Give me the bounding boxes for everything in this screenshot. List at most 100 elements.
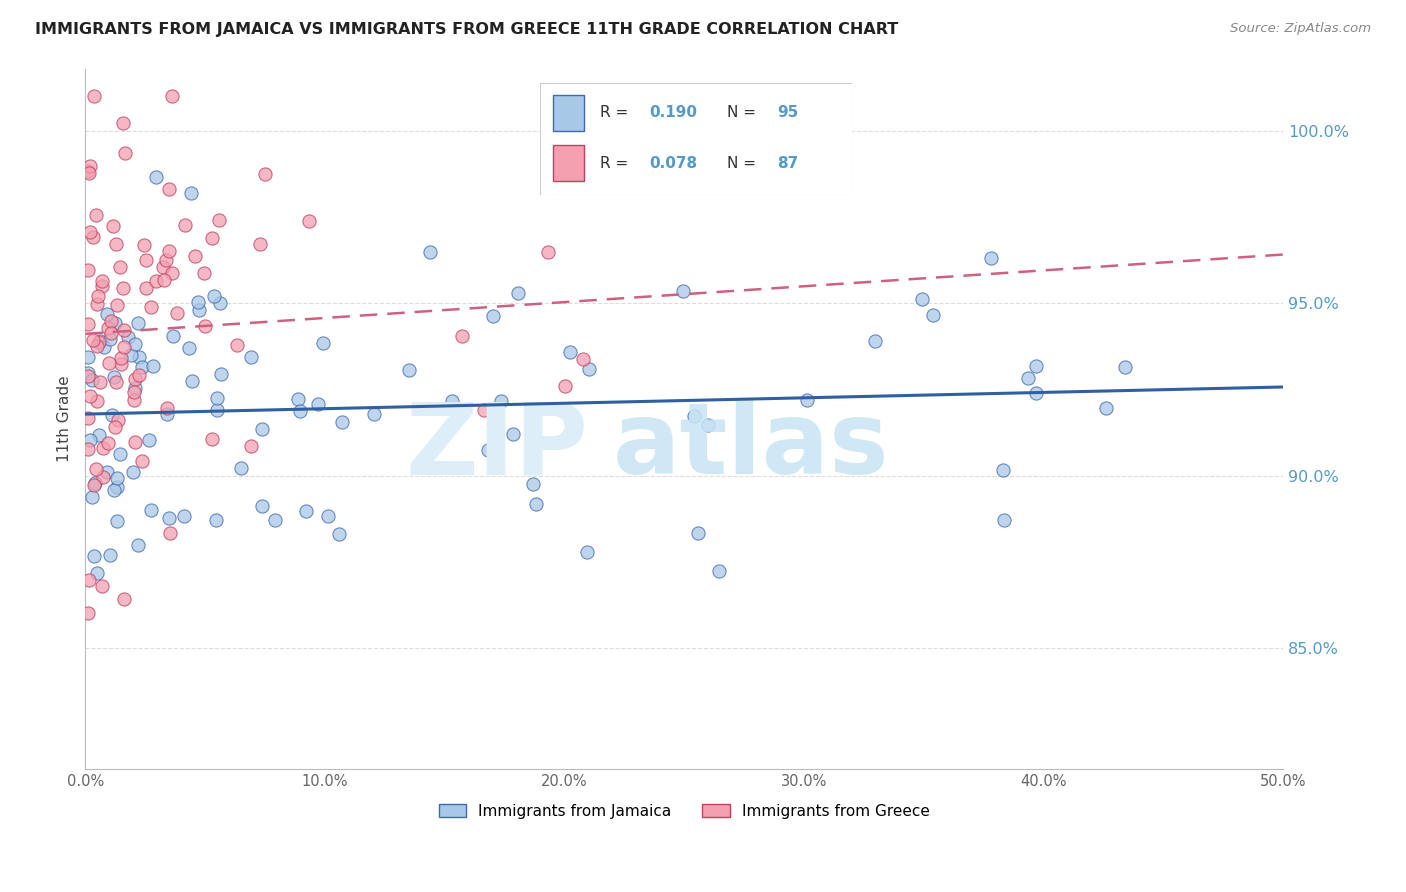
Point: [84, 475, 107, 490]
Point: [477, 443, 499, 458]
Point: [554, 378, 576, 392]
Point: [1114, 360, 1136, 375]
Point: [697, 417, 720, 432]
Point: [76, 606, 98, 620]
Point: [122, 384, 145, 399]
Point: [482, 309, 505, 323]
Point: [97, 436, 120, 450]
Point: [91, 579, 114, 593]
Point: [157, 510, 180, 524]
Point: [141, 300, 163, 314]
Point: [145, 169, 167, 184]
Point: [201, 231, 224, 245]
Point: [162, 89, 184, 103]
Point: [103, 370, 125, 384]
Point: [135, 252, 157, 267]
Point: [120, 348, 142, 362]
Point: [79, 166, 101, 180]
Point: [173, 508, 195, 523]
Point: [536, 244, 558, 259]
Point: [76, 411, 98, 425]
Point: [440, 394, 463, 409]
Point: [108, 447, 131, 461]
Point: [79, 225, 101, 239]
Point: [111, 281, 134, 295]
Point: [98, 332, 121, 346]
Point: [363, 407, 385, 421]
Point: [240, 350, 263, 364]
Point: [89, 334, 111, 349]
Point: [86, 339, 108, 353]
Point: [672, 284, 695, 298]
Point: [110, 351, 132, 365]
Point: [155, 401, 177, 416]
Point: [157, 182, 180, 196]
Point: [77, 366, 100, 380]
Point: [112, 340, 135, 354]
Point: [93, 340, 115, 354]
Point: [131, 360, 153, 375]
Point: [127, 316, 149, 330]
Point: [1025, 386, 1047, 401]
Point: [101, 219, 124, 234]
Point: [398, 362, 420, 376]
Point: [89, 334, 111, 348]
Point: [316, 509, 339, 524]
Point: [419, 244, 441, 259]
Point: [295, 504, 318, 518]
Point: [83, 89, 105, 103]
Point: [87, 288, 110, 302]
Point: [226, 337, 249, 351]
Point: [105, 375, 128, 389]
Point: [77, 573, 100, 587]
Point: [688, 525, 710, 540]
Point: [139, 502, 162, 516]
Point: [114, 146, 136, 161]
Point: [76, 350, 98, 364]
Point: [110, 357, 132, 371]
Point: [100, 326, 122, 340]
Point: [76, 442, 98, 457]
Text: IMMIGRANTS FROM JAMAICA VS IMMIGRANTS FROM GREECE 11TH GRADE CORRELATION CHART: IMMIGRANTS FROM JAMAICA VS IMMIGRANTS FR…: [35, 22, 898, 37]
Point: [76, 317, 98, 331]
Point: [112, 116, 135, 130]
Point: [131, 454, 153, 468]
Point: [252, 422, 274, 436]
Point: [193, 266, 215, 280]
Point: [76, 164, 98, 178]
Point: [132, 238, 155, 252]
Point: [980, 251, 1002, 265]
Point: [83, 478, 105, 492]
Point: [83, 549, 105, 563]
Point: [472, 402, 495, 417]
Point: [209, 367, 232, 381]
Point: [208, 295, 231, 310]
Point: [506, 286, 529, 301]
Point: [298, 214, 321, 228]
Point: [709, 564, 731, 578]
Point: [124, 336, 146, 351]
Point: [105, 514, 128, 528]
Point: [152, 260, 174, 274]
Point: [124, 372, 146, 386]
Point: [87, 428, 110, 442]
Point: [328, 527, 350, 541]
Point: [96, 306, 118, 320]
Point: [208, 212, 231, 227]
Point: [145, 274, 167, 288]
Point: [107, 298, 129, 312]
Point: [159, 526, 181, 541]
Point: [231, 460, 253, 475]
Point: [76, 263, 98, 277]
Point: [124, 435, 146, 450]
Point: [96, 465, 118, 479]
Point: [108, 260, 131, 275]
Point: [174, 218, 197, 232]
Point: [922, 308, 945, 322]
Point: [89, 375, 111, 389]
Point: [121, 465, 143, 479]
Point: [100, 314, 122, 328]
Point: [155, 253, 177, 268]
Point: [288, 403, 311, 417]
Point: [179, 341, 201, 355]
